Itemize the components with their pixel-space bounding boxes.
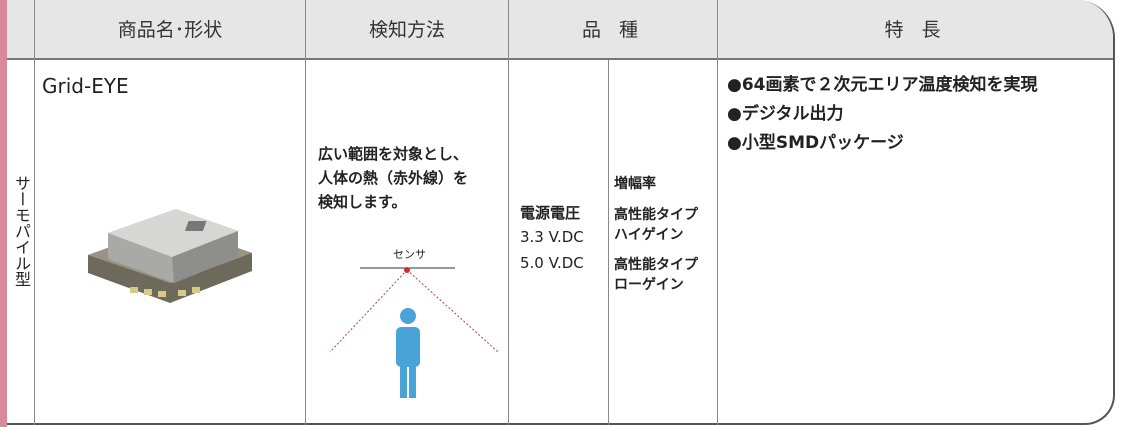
column-rule	[717, 0, 718, 425]
feature-item: ●小型SMDパッケージ	[727, 133, 904, 153]
detection-text: 人体の熱（赤外線）を	[318, 169, 469, 187]
detection-text: 広い範囲を対象とし、	[318, 145, 469, 163]
variety-value: 3.3 V.DC	[520, 228, 584, 246]
product-name: Grid-EYE	[42, 74, 129, 98]
category-label: サーモパイル型	[12, 175, 31, 287]
variety-value: ローゲイン	[614, 277, 684, 293]
column-rule	[34, 0, 35, 425]
sensor-label: センサ	[393, 248, 426, 261]
header-cell: 検知方法	[368, 19, 445, 41]
variety-label: 電源電圧	[520, 204, 581, 222]
feature-item: ●デジタル出力	[727, 104, 844, 124]
header-background	[7, 0, 1113, 60]
variety-label: 増幅率	[614, 176, 656, 192]
accent-bar	[0, 0, 7, 427]
sensor-chip-image	[88, 209, 252, 303]
variety-value: ハイゲイン	[614, 227, 684, 243]
header-cell: 商品名･形状	[117, 19, 223, 41]
header-cell: 特 長	[884, 19, 947, 41]
column-rule	[508, 0, 509, 425]
variety-value: 高性能タイプ	[614, 207, 698, 223]
detection-text: 検知します。	[318, 193, 407, 211]
detection-diagram	[329, 267, 499, 398]
table-frame	[7, 0, 1115, 425]
column-rule	[608, 60, 609, 425]
variety-value: 5.0 V.DC	[520, 254, 584, 272]
variety-value: 高性能タイプ	[614, 257, 698, 273]
header-cell: 品 種	[581, 19, 645, 41]
column-rule	[305, 0, 306, 425]
feature-item: ●64画素で２次元エリア温度検知を実現	[727, 75, 1038, 95]
